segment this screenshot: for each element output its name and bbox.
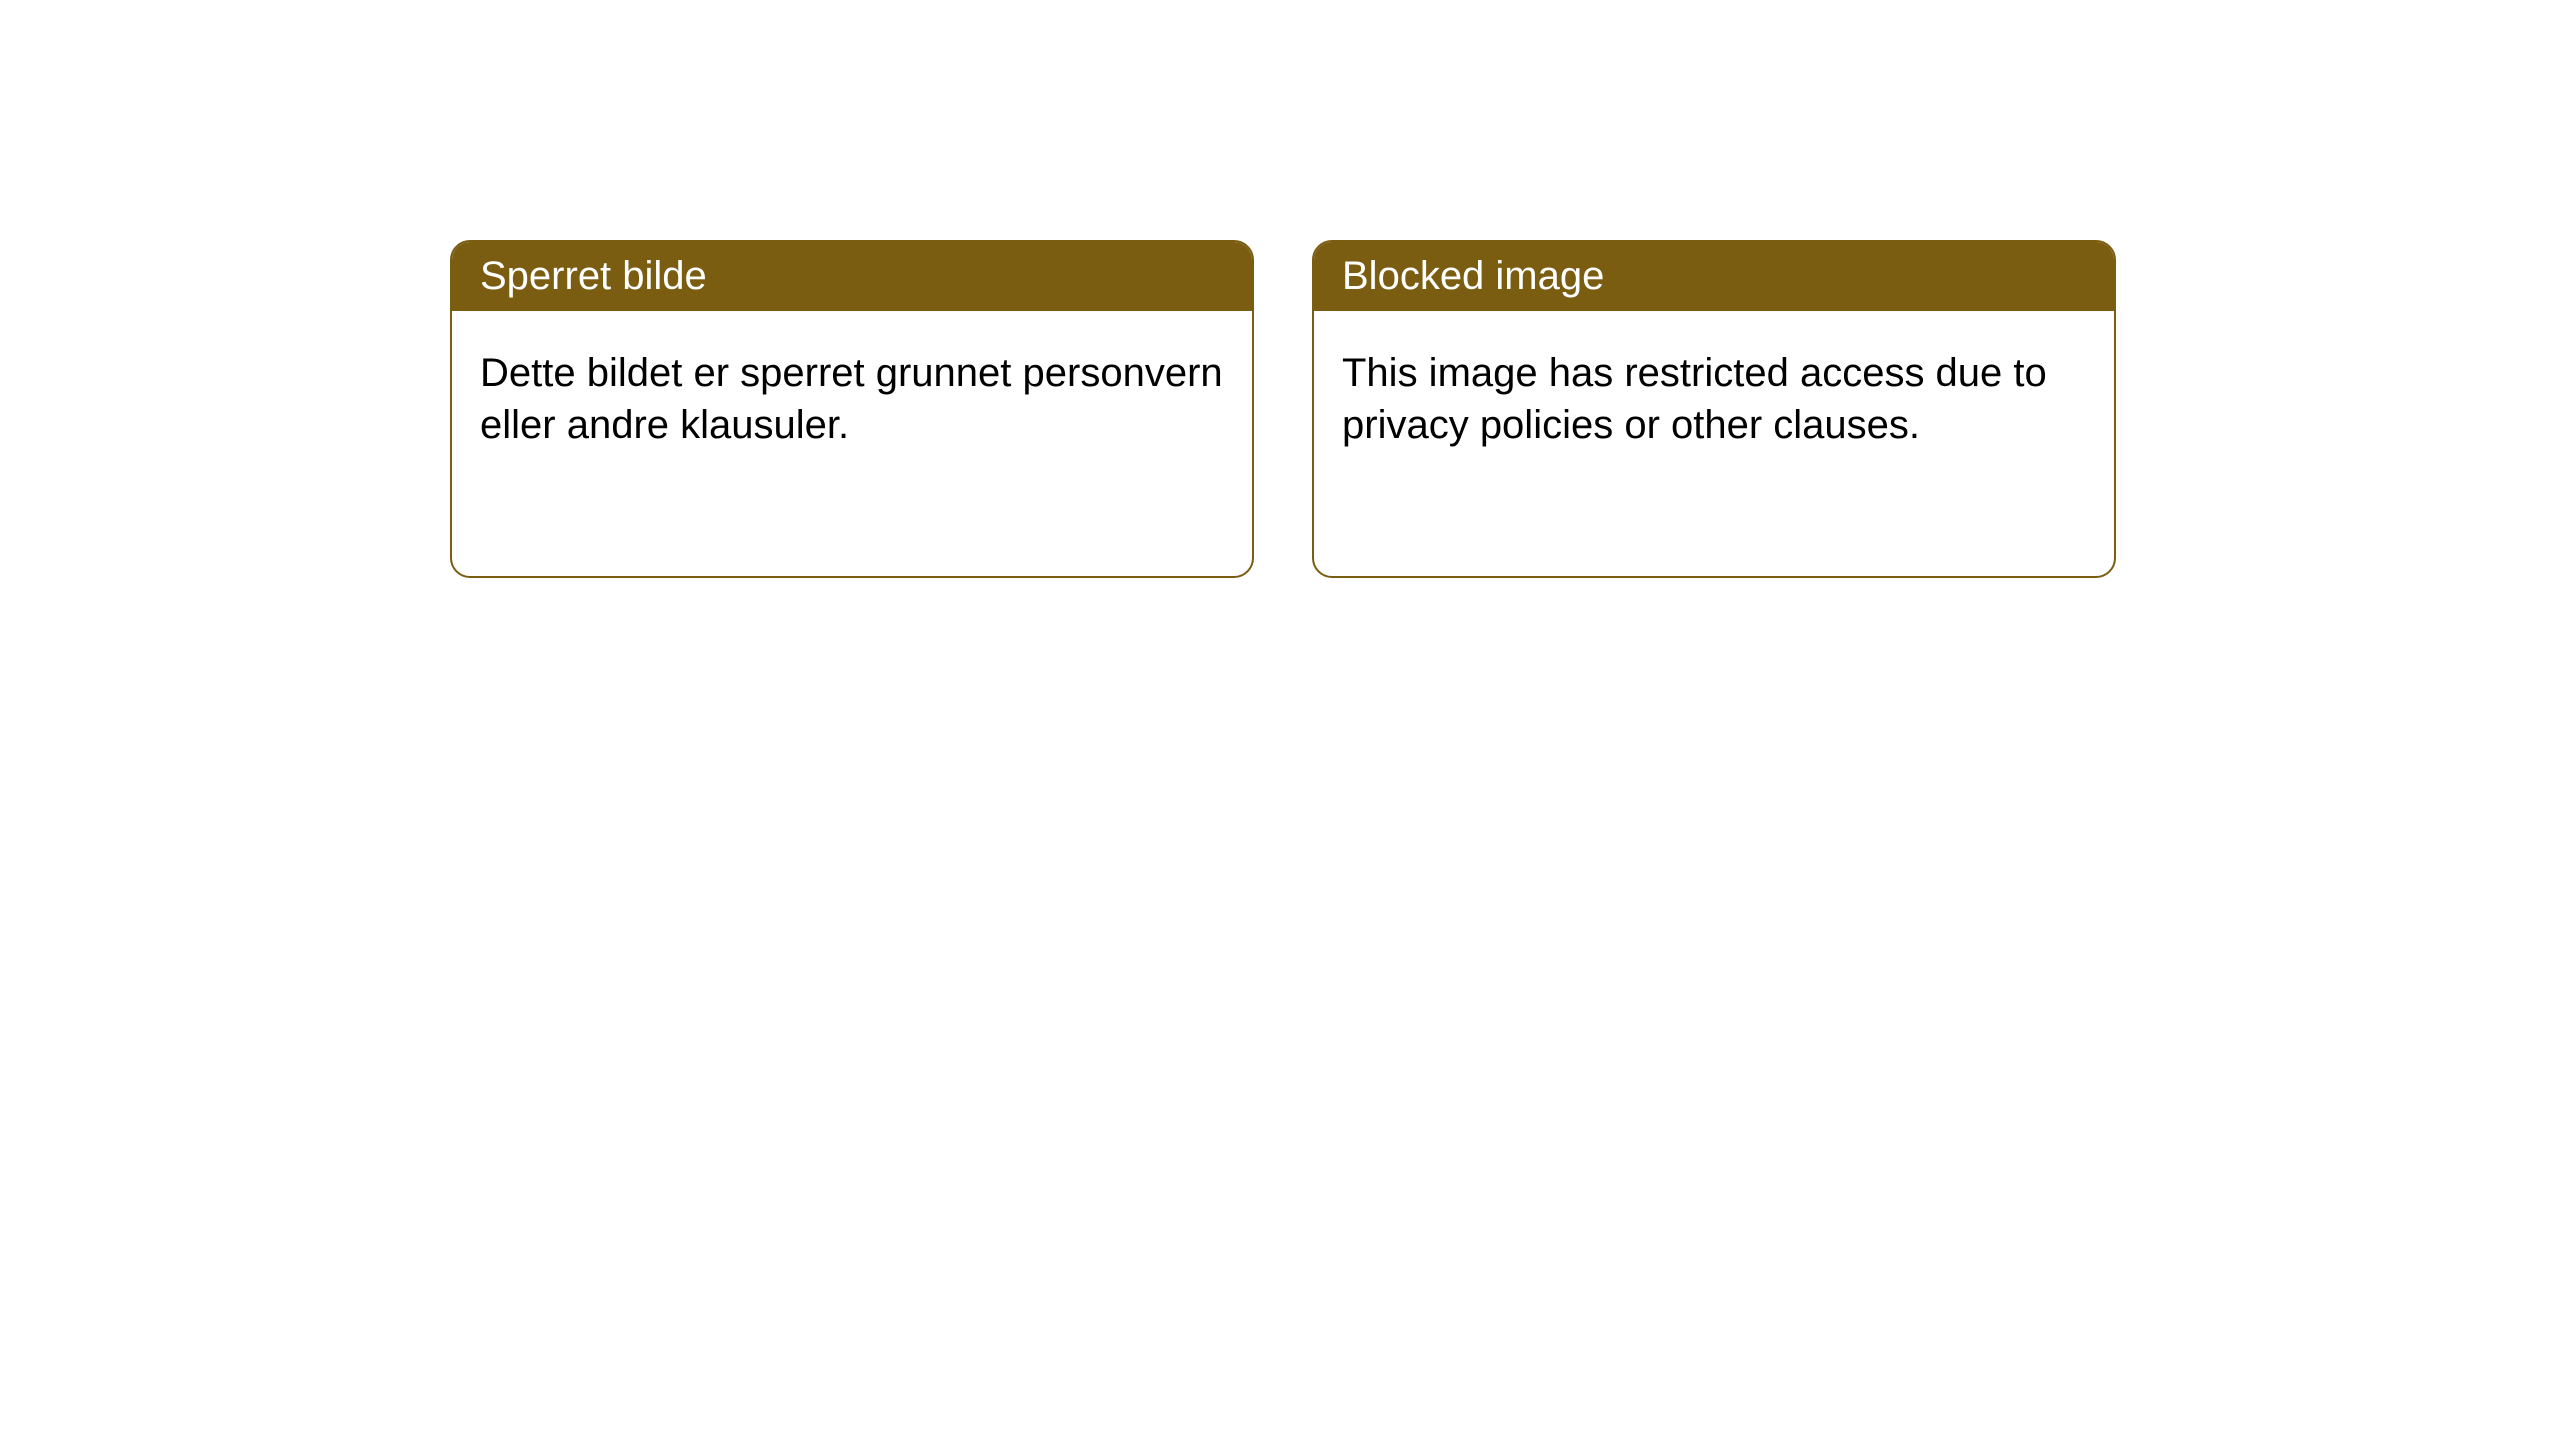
notice-box-norwegian: Sperret bilde Dette bildet er sperret gr… [450,240,1254,578]
notice-body: This image has restricted access due to … [1314,311,2114,487]
notice-container: Sperret bilde Dette bildet er sperret gr… [0,0,2560,578]
notice-text: Dette bildet er sperret grunnet personve… [480,351,1223,447]
notice-title: Sperret bilde [480,254,707,298]
notice-body: Dette bildet er sperret grunnet personve… [452,311,1252,487]
notice-box-english: Blocked image This image has restricted … [1312,240,2116,578]
notice-header: Blocked image [1314,242,2114,311]
notice-header: Sperret bilde [452,242,1252,311]
notice-text: This image has restricted access due to … [1342,351,2047,447]
notice-title: Blocked image [1342,254,1604,298]
